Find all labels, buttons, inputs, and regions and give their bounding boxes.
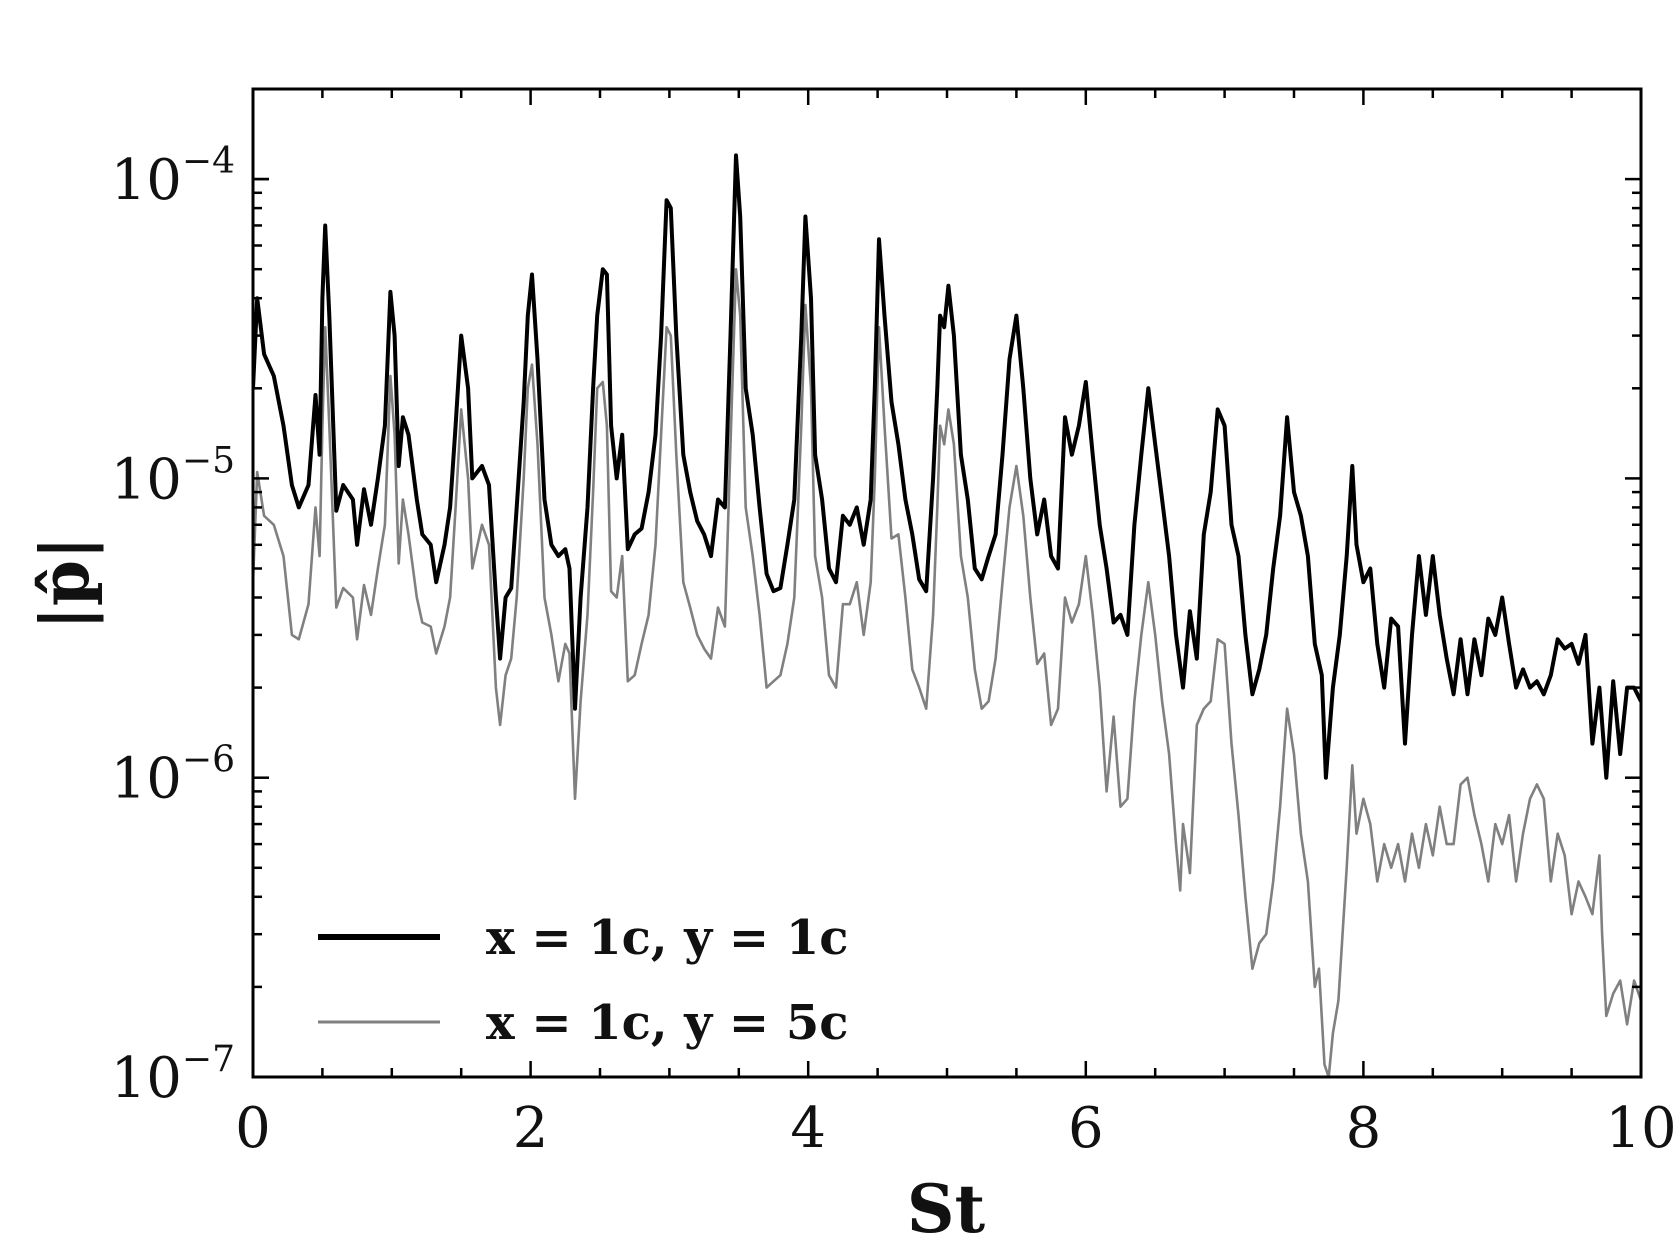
x-tick-label: 6 xyxy=(1068,1096,1104,1161)
series-layer xyxy=(253,153,1641,1077)
x-tick-label: 0 xyxy=(235,1096,271,1161)
y-tick-label: 10−5 xyxy=(111,440,235,512)
x-axis-title: St xyxy=(907,1170,986,1248)
ticks-layer xyxy=(251,87,1643,1079)
legend-label-series-2: x = 1c, y = 5c xyxy=(486,995,848,1051)
x-tick-label: 2 xyxy=(513,1096,549,1161)
series-line-1 xyxy=(253,153,1641,780)
y-axis-title: |p̂| xyxy=(26,536,104,630)
x-tick-label: 8 xyxy=(1346,1096,1382,1161)
x-tick-label: 4 xyxy=(790,1096,826,1161)
y-tick-label: 10−7 xyxy=(111,1039,235,1111)
tick-labels-layer: 0 2 4 6 8 10 10−7 10−6 10−5 10−4 xyxy=(111,141,1677,1161)
legend: x = 1c, y = 1c x = 1c, y = 5c xyxy=(318,910,848,1051)
y-tick-label: 10−4 xyxy=(111,141,235,213)
legend-label-series-1: x = 1c, y = 1c xyxy=(486,910,848,966)
x-tick-label: 10 xyxy=(1605,1096,1676,1161)
series-line-2 xyxy=(253,267,1641,1077)
y-tick-label: 10−6 xyxy=(111,740,235,812)
